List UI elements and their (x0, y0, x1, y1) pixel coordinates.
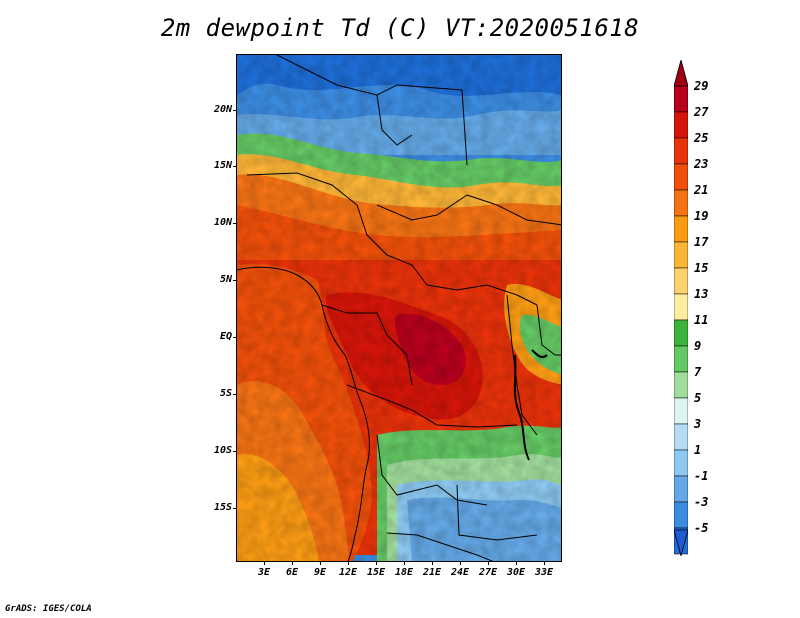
dewpoint-map (236, 54, 562, 562)
colorbar-segment (674, 319, 688, 347)
colorbar-segment (674, 85, 688, 113)
lat-tick (233, 223, 237, 224)
colorbar (674, 60, 688, 556)
colorbar-label: 23 (694, 157, 709, 171)
lat-label-15s: 15S (213, 502, 232, 513)
colorbar-segment (674, 111, 688, 139)
lon-tick (544, 561, 545, 565)
colorbar-segment (674, 423, 688, 451)
lat-tick (233, 110, 237, 111)
colorbar-segment (674, 163, 688, 191)
lon-tick (488, 561, 489, 565)
lat-tick (233, 280, 237, 281)
colorbar-label: 27 (694, 105, 709, 119)
chart-title: 2m dewpoint Td (C) VT:2020051618 (160, 14, 640, 42)
colorbar-segment (674, 267, 688, 295)
lat-label-15n: 15N (213, 160, 232, 171)
lat-tick (233, 451, 237, 452)
colorbar-segment (674, 241, 688, 269)
colorbar-segment (674, 449, 688, 477)
grads-credit: GrADS: IGES/COLA (5, 604, 92, 614)
lon-label-18e: 18E (394, 567, 414, 578)
colorbar-label: 19 (694, 209, 709, 223)
lon-label-27e: 27E (478, 567, 498, 578)
colorbar-segment (674, 293, 688, 321)
lon-label-24e: 24E (450, 567, 470, 578)
lat-label-10s: 10S (213, 445, 232, 456)
colorbar-label: 7 (694, 365, 702, 379)
colorbar-label: 11 (694, 313, 709, 327)
colorbar-label: -5 (694, 521, 709, 535)
lon-label-30e: 30E (506, 567, 526, 578)
colorbar-segment (674, 371, 688, 399)
lon-tick (264, 561, 265, 565)
lat-tick (233, 166, 237, 167)
map-field (237, 55, 561, 561)
lon-tick (516, 561, 517, 565)
colorbar-label: 1 (694, 443, 702, 457)
lat-label-10n: 10N (213, 217, 232, 228)
lon-tick (348, 561, 349, 565)
lon-tick (292, 561, 293, 565)
lon-tick (404, 561, 405, 565)
colorbar-label: 21 (694, 183, 709, 197)
colorbar-label: -3 (694, 495, 709, 509)
lon-label-9e: 9E (313, 567, 327, 578)
colorbar-label: 9 (694, 339, 702, 353)
lon-label-12e: 12E (338, 567, 358, 578)
lat-label-eq: EQ (219, 331, 232, 342)
lat-tick (233, 394, 237, 395)
colorbar-segment (674, 475, 688, 503)
lon-label-6e: 6E (285, 567, 299, 578)
colorbar-segment (674, 501, 688, 529)
colorbar-label: 25 (694, 131, 709, 145)
lon-label-21e: 21E (422, 567, 442, 578)
lat-tick (233, 337, 237, 338)
colorbar-segment (674, 137, 688, 165)
colorbar-segment (674, 189, 688, 217)
lon-tick (432, 561, 433, 565)
colorbar-segment (674, 345, 688, 373)
lon-tick (320, 561, 321, 565)
colorbar-label: 3 (694, 417, 702, 431)
colorbar-segment (674, 397, 688, 425)
colorbar-top-arrow (674, 60, 688, 87)
colorbar-label: 13 (694, 287, 709, 301)
lon-label-15e: 15E (366, 567, 386, 578)
colorbar-label: 29 (694, 79, 709, 93)
colorbar-label: -1 (694, 469, 709, 483)
lon-tick (460, 561, 461, 565)
lat-tick (233, 508, 237, 509)
lon-label-3e: 3E (257, 567, 271, 578)
colorbar-bottom-arrow (674, 529, 688, 556)
colorbar-segment (674, 215, 688, 243)
colorbar-label: 17 (694, 235, 709, 249)
lat-label-5n: 5N (219, 274, 232, 285)
colorbar-label: 5 (694, 391, 702, 405)
lon-tick (376, 561, 377, 565)
lat-label-5s: 5S (219, 388, 232, 399)
lat-label-20n: 20N (213, 104, 232, 115)
lon-label-33e: 33E (534, 567, 554, 578)
colorbar-label: 15 (694, 261, 709, 275)
